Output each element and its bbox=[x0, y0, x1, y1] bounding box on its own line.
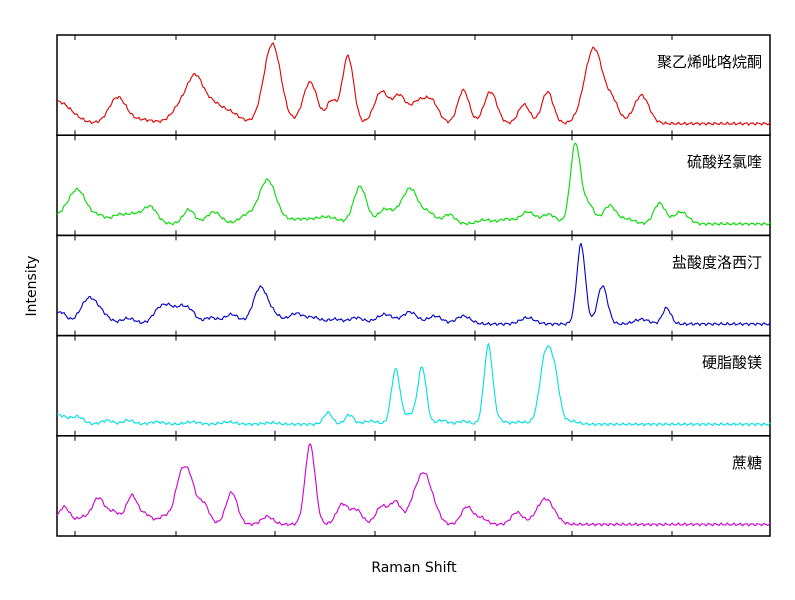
series-label: 聚乙烯吡咯烷酮 bbox=[657, 53, 762, 71]
series-label: 硫酸羟氯喹 bbox=[687, 153, 762, 171]
spectrum-line bbox=[56, 242, 771, 327]
x-axis-label: Raman Shift bbox=[371, 560, 457, 576]
panel-frame bbox=[56, 234, 771, 337]
spectra-layer bbox=[56, 42, 771, 527]
series-label: 蔗糖 bbox=[732, 454, 762, 472]
ticks-layer bbox=[74, 35, 673, 536]
spectrum-line bbox=[56, 142, 771, 226]
panel-frame bbox=[56, 334, 771, 437]
panel-frame bbox=[56, 134, 771, 237]
panels-layer bbox=[56, 34, 771, 537]
series-label: 硬脂酸镁 bbox=[702, 354, 762, 372]
spectrum-line bbox=[56, 42, 771, 126]
series-label: 盐酸度洛西汀 bbox=[672, 253, 762, 271]
spectrum-line bbox=[56, 443, 771, 527]
panel-frame bbox=[56, 435, 771, 537]
spectrum-line bbox=[56, 343, 771, 427]
y-axis-label: Intensity bbox=[24, 255, 40, 317]
